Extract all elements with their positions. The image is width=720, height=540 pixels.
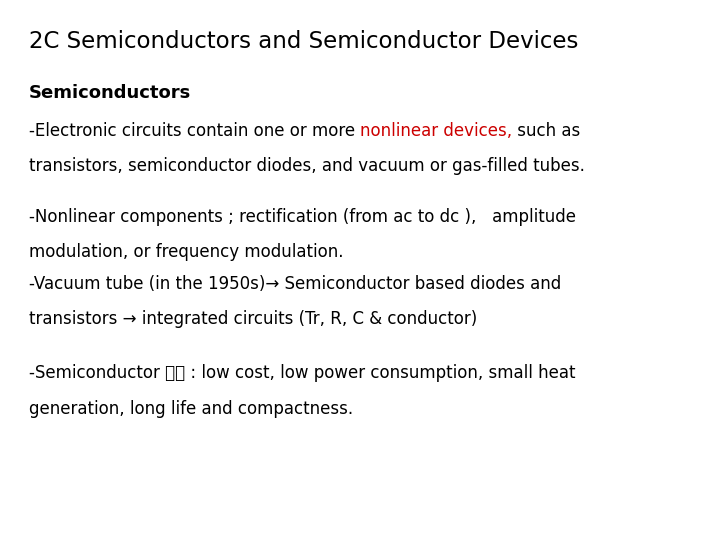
Text: -Nonlinear components ; rectification (from ac to dc ),   amplitude: -Nonlinear components ; rectification (f…	[29, 208, 576, 226]
Text: -Electronic circuits contain one or more: -Electronic circuits contain one or more	[29, 122, 360, 139]
Text: Semiconductors: Semiconductors	[29, 84, 191, 102]
Text: generation, long life and compactness.: generation, long life and compactness.	[29, 400, 353, 417]
Text: transistors, semiconductor diodes, and vacuum or gas-filled tubes.: transistors, semiconductor diodes, and v…	[29, 157, 585, 174]
Text: 2C Semiconductors and Semiconductor Devices: 2C Semiconductors and Semiconductor Devi…	[29, 30, 578, 53]
Text: -Vacuum tube (in the 1950s)→ Semiconductor based diodes and: -Vacuum tube (in the 1950s)→ Semiconduct…	[29, 275, 561, 293]
Text: such as: such as	[513, 122, 580, 139]
Text: -Semiconductor 장점 : low cost, low power consumption, small heat: -Semiconductor 장점 : low cost, low power …	[29, 364, 575, 382]
Text: transistors → integrated circuits (Tr, R, C & conductor): transistors → integrated circuits (Tr, R…	[29, 310, 477, 328]
Text: modulation, or frequency modulation.: modulation, or frequency modulation.	[29, 243, 343, 261]
Text: nonlinear devices,: nonlinear devices,	[360, 122, 513, 139]
